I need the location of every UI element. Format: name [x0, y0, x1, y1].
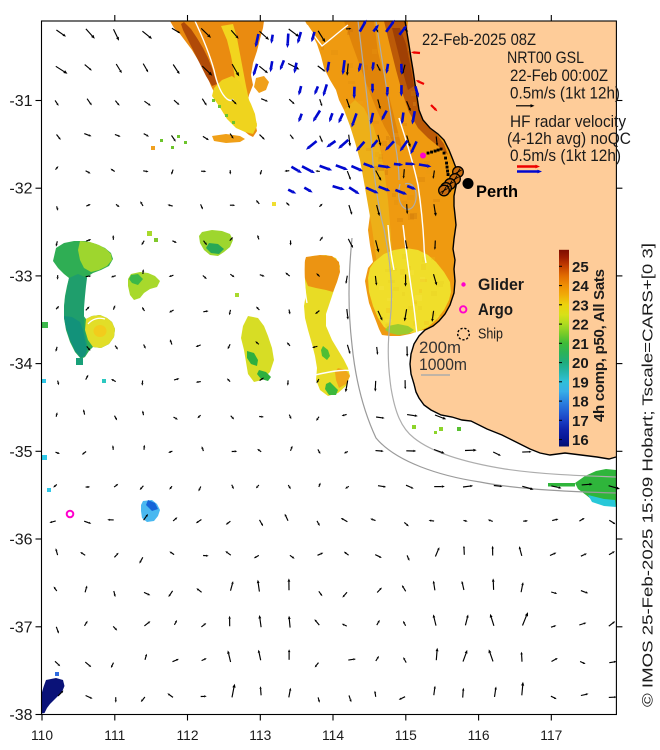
svg-text:NRT00 GSL: NRT00 GSL	[507, 48, 584, 67]
svg-text:-32: -32	[9, 181, 32, 198]
svg-text:16: 16	[572, 432, 589, 449]
svg-text:18: 18	[572, 394, 589, 411]
svg-text:19: 19	[572, 374, 589, 391]
svg-text:HF radar velocity: HF radar velocity	[510, 112, 626, 131]
svg-text:21: 21	[572, 336, 589, 353]
svg-text:116: 116	[468, 728, 490, 743]
svg-text:-34: -34	[9, 356, 32, 373]
svg-text:© IMOS 25-Feb-2025 15:09 Hobar: © IMOS 25-Feb-2025 15:09 Hobart; Tscale=…	[641, 243, 657, 707]
svg-text:17: 17	[572, 413, 589, 430]
svg-text:-33: -33	[9, 268, 32, 285]
svg-text:Glider: Glider	[478, 275, 524, 294]
svg-text:112: 112	[177, 728, 199, 743]
svg-text:22-Feb-2025 08Z: 22-Feb-2025 08Z	[422, 30, 536, 49]
svg-text:115: 115	[395, 728, 417, 743]
svg-text:Perth: Perth	[476, 182, 518, 201]
svg-text:Argo: Argo	[478, 300, 513, 319]
svg-text:25: 25	[572, 259, 589, 276]
svg-text:111: 111	[104, 728, 125, 743]
svg-text:-38: -38	[9, 707, 32, 724]
svg-text:200m: 200m	[419, 338, 461, 357]
svg-text:113: 113	[249, 728, 271, 743]
svg-text:22-Feb 00:00Z: 22-Feb 00:00Z	[510, 66, 608, 85]
svg-text:22: 22	[572, 317, 589, 334]
svg-text:114: 114	[322, 728, 344, 743]
svg-text:23: 23	[572, 297, 589, 314]
svg-text:-31: -31	[9, 93, 32, 110]
svg-text:20: 20	[572, 355, 589, 372]
svg-text:0.5m/s (1kt 12h): 0.5m/s (1kt 12h)	[510, 146, 621, 165]
svg-text:1000m: 1000m	[419, 355, 467, 374]
svg-text:117: 117	[540, 728, 562, 743]
svg-text:Ship: Ship	[478, 326, 503, 343]
svg-text:24: 24	[572, 278, 589, 295]
svg-text:-37: -37	[9, 619, 32, 636]
svg-text:0.5m/s (1kt 12h): 0.5m/s (1kt 12h)	[510, 84, 620, 103]
svg-text:110: 110	[31, 728, 53, 743]
svg-text:-35: -35	[9, 444, 32, 461]
svg-text:-36: -36	[9, 532, 32, 549]
svg-text:4h comp, p50, All Sats: 4h comp, p50, All Sats	[591, 269, 608, 422]
svg-text:(4-12h avg) noQC: (4-12h avg) noQC	[507, 129, 631, 148]
